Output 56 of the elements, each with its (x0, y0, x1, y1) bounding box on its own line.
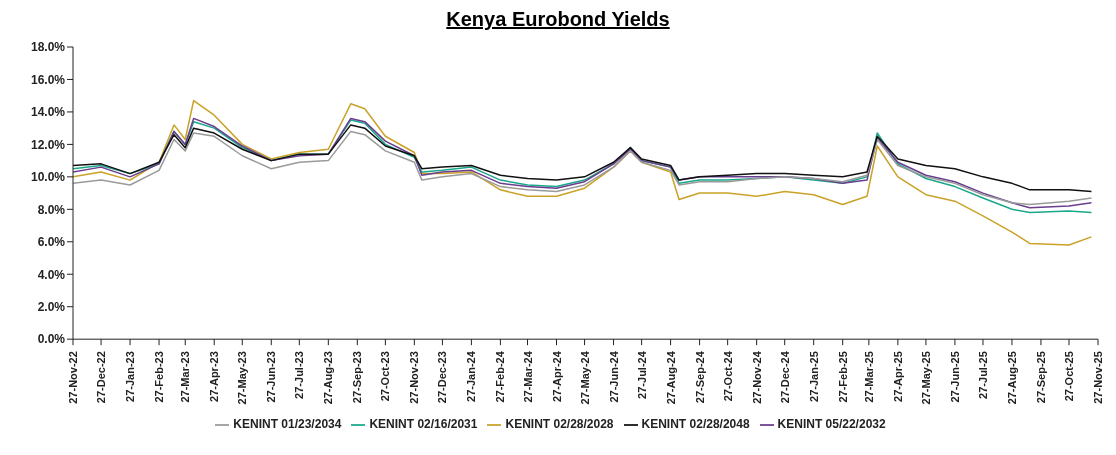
x-tick-label: 27-Apr-25 (891, 351, 904, 402)
x-tick-label: 27-Feb-23 (153, 351, 166, 403)
x-tick-label: 27-Jun-25 (948, 351, 961, 403)
x-tick-label: 27-Apr-23 (208, 351, 221, 402)
x-tick-label: 27-Jul-25 (976, 351, 989, 399)
x-tick-label: 27-May-24 (578, 350, 591, 405)
line-series (73, 124, 1093, 193)
x-tick-label: 27-Dec-24 (778, 350, 791, 404)
legend-label: KENINT 02/28/2048 (641, 417, 750, 432)
x-tick-label: 27-Jul-24 (635, 350, 648, 399)
y-tick-label: 4.0% (37, 267, 66, 282)
legend-label: KENINT 02/28/2028 (505, 417, 614, 432)
x-tick-label: 27-Aug-23 (322, 351, 335, 405)
legend-label: KENINT 05/22/2032 (777, 417, 886, 432)
y-tick-label: 14.0% (30, 105, 66, 120)
x-tick-label: 27-Oct-24 (721, 350, 734, 402)
y-tick-label: 18.0% (30, 40, 66, 55)
x-tick-label: 27-Jan-23 (124, 351, 137, 402)
x-tick-label: 27-Nov-23 (408, 351, 421, 404)
x-tick-label: 27-Sep-25 (1034, 351, 1047, 404)
x-tick-label: 27-Aug-24 (664, 350, 677, 405)
legend-label: KENINT 01/23/2034 (233, 417, 342, 432)
x-tick-label: 27-Nov-22 (67, 351, 79, 404)
x-tick-label: 27-Aug-25 (1005, 351, 1018, 405)
x-tick-label: 27-Mar-24 (521, 350, 534, 403)
x-tick-label: 27-Sep-23 (351, 351, 364, 404)
x-tick-label: 27-May-23 (236, 351, 249, 405)
x-tick-label: 27-Feb-24 (494, 350, 507, 403)
x-tick-label: 27-Mar-23 (179, 351, 192, 403)
x-tick-label: 27-Nov-24 (750, 350, 763, 404)
y-tick-label: 12.0% (30, 137, 66, 152)
x-tick-label: 27-Jan-25 (807, 351, 820, 402)
x-tick-label: 27-Feb-25 (836, 351, 849, 403)
line-series (73, 130, 1093, 206)
x-tick-label: 27-Dec-23 (436, 351, 449, 404)
chart-title: Kenya Eurobond Yields (445, 8, 671, 31)
x-tick-label: 27-Jun-23 (265, 351, 278, 403)
y-tick-label: 2.0% (37, 299, 66, 314)
y-tick-label: 6.0% (37, 235, 66, 250)
x-tick-label: 27-May-25 (919, 351, 932, 405)
x-tick-label: 27-Nov-25 (1092, 351, 1104, 404)
x-tick-label: 27-Dec-22 (95, 351, 108, 404)
y-tick-label: 0.0% (37, 332, 66, 347)
y-tick-label: 8.0% (37, 202, 66, 217)
x-tick-label: 27-Sep-24 (693, 350, 706, 404)
line-series (73, 99, 1093, 246)
x-tick-label: 27-Mar-25 (862, 351, 875, 403)
x-tick-label: 27-Oct-23 (379, 351, 392, 402)
x-tick-label: 27-Jan-24 (465, 350, 478, 402)
x-tick-label: 27-Oct-25 (1063, 351, 1076, 402)
legend-label: KENINT 02/16/2031 (369, 417, 478, 432)
x-tick-label: 27-Jul-23 (293, 351, 306, 399)
x-tick-label: 27-Apr-24 (550, 350, 563, 402)
y-tick-label: 16.0% (30, 72, 66, 87)
x-tick-label: 27-Jun-24 (607, 350, 620, 403)
y-tick-label: 10.0% (30, 170, 66, 185)
